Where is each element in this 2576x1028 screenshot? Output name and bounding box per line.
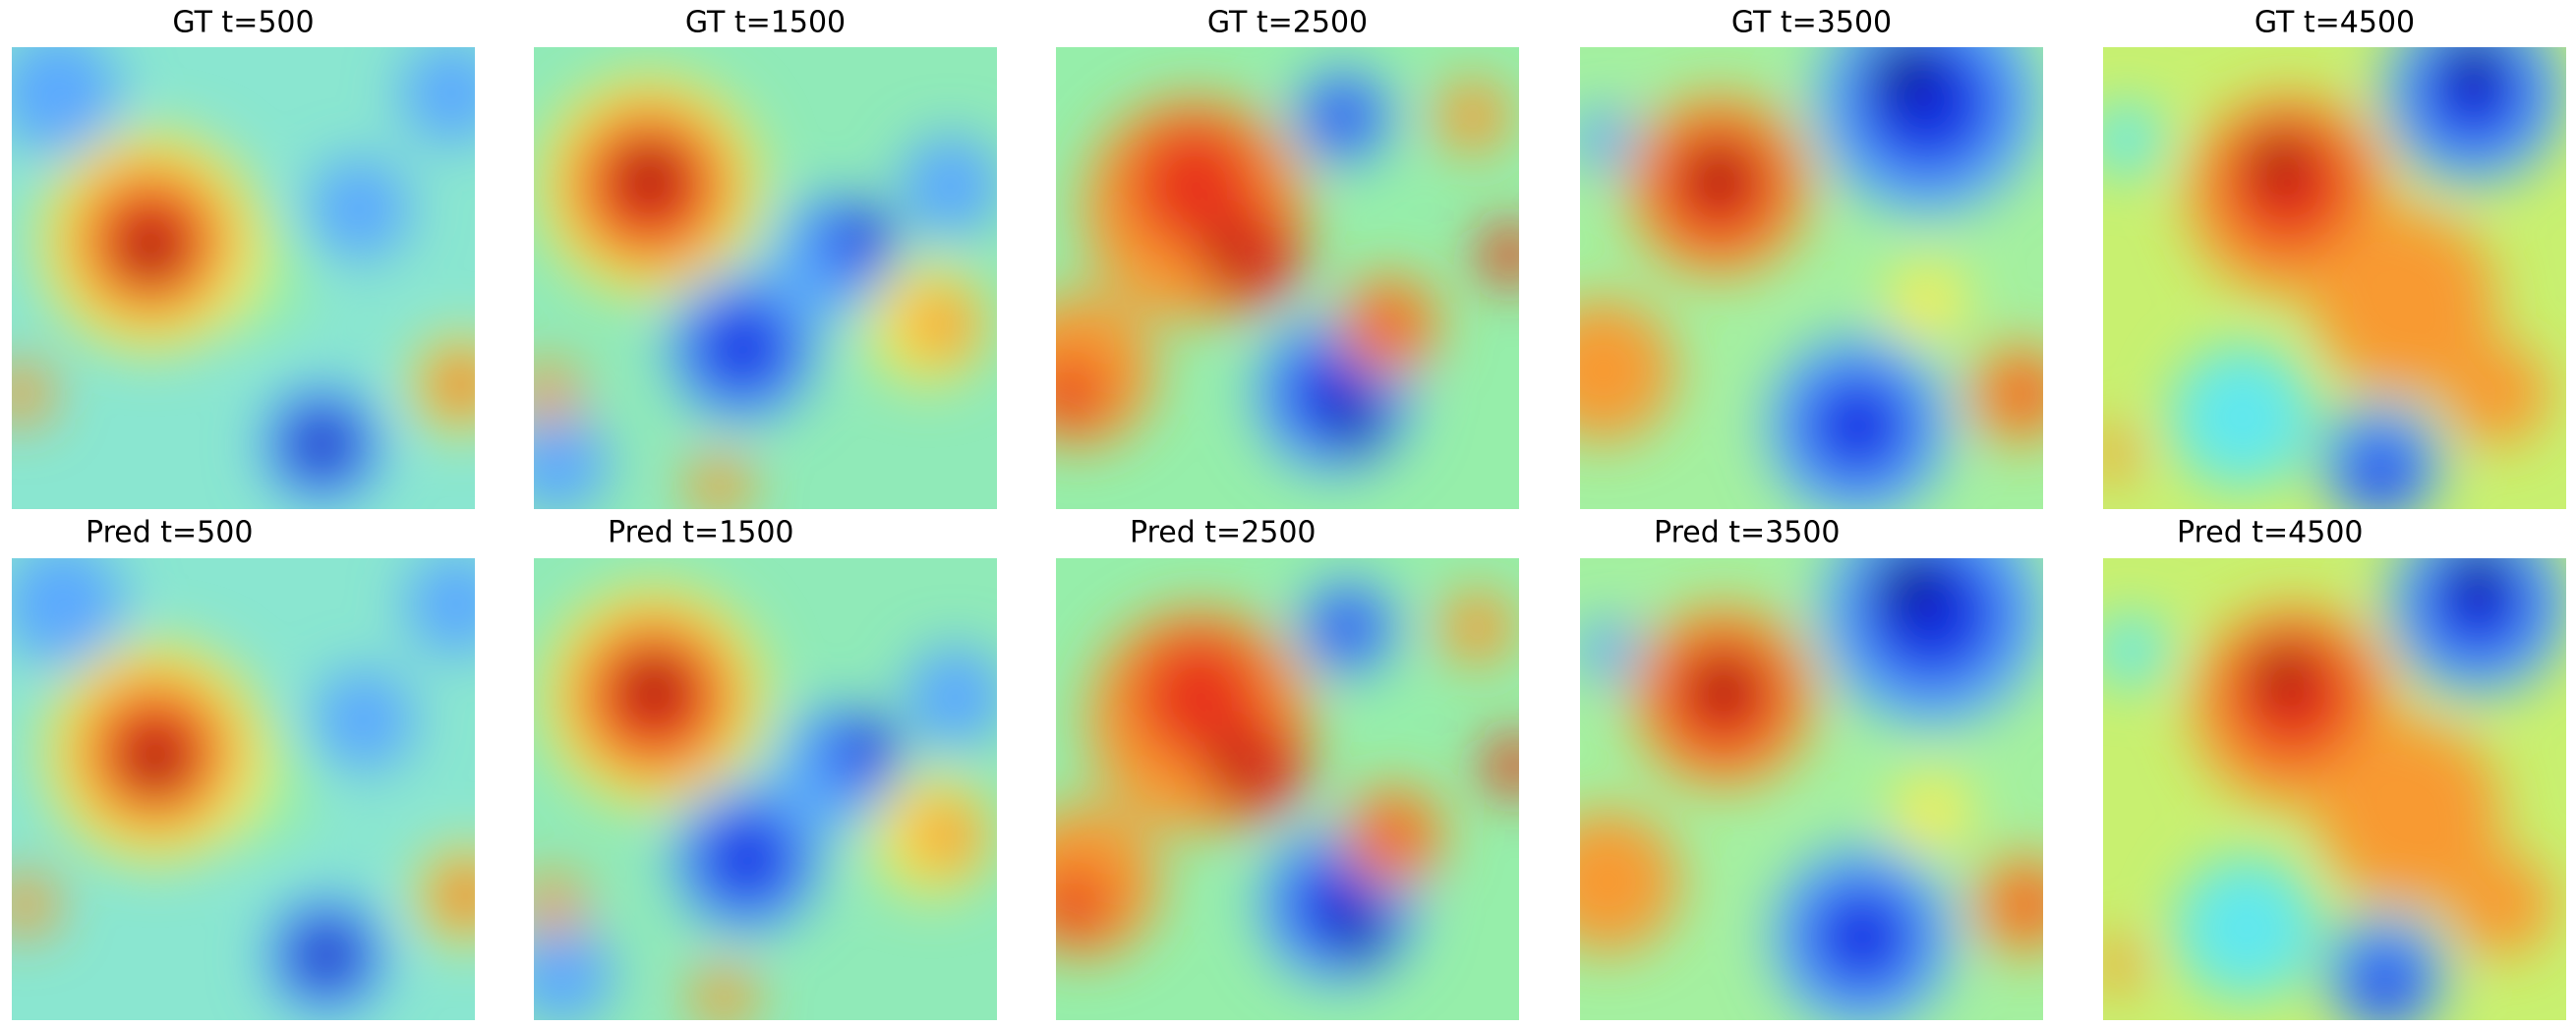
panel-title: Pred t=2500 <box>1130 516 1317 550</box>
heatmap-panel <box>12 558 475 1020</box>
heatmap-panel <box>2103 558 2566 1020</box>
panel-title: Pred t=3500 <box>1654 516 1841 550</box>
heatmap-panel <box>1580 47 2043 509</box>
panel-title: Pred t=1500 <box>608 516 794 550</box>
panel-title: Pred t=500 <box>86 516 253 550</box>
panel-title: GT t=2500 <box>1207 6 1368 40</box>
panel-title: GT t=4500 <box>2254 6 2415 40</box>
panel-title: GT t=3500 <box>1731 6 1892 40</box>
heatmap-panel <box>1580 558 2043 1020</box>
heatmap-panel <box>1056 47 1519 509</box>
heatmap-panel <box>12 47 475 509</box>
panel-title: GT t=1500 <box>685 6 846 40</box>
heatmap-panel <box>1056 558 1519 1020</box>
panel-title: Pred t=4500 <box>2177 516 2364 550</box>
panel-title: GT t=500 <box>172 6 314 40</box>
heatmap-panel <box>534 558 997 1020</box>
heatmap-panel <box>534 47 997 509</box>
heatmap-panel <box>2103 47 2566 509</box>
